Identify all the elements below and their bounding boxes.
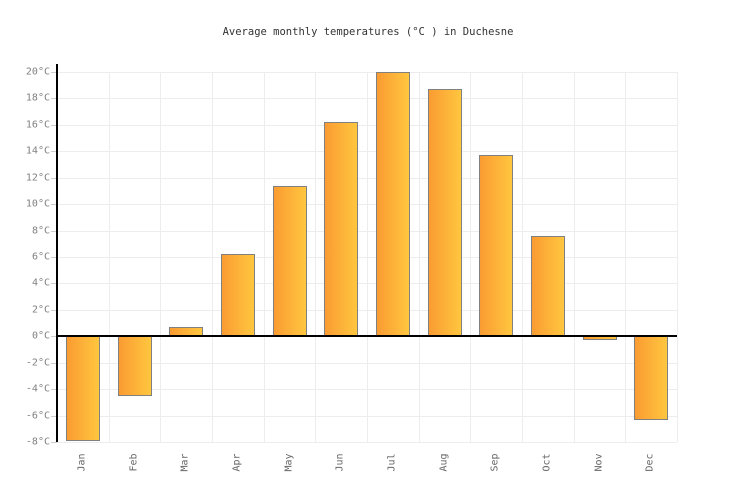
y-tick-label: 16°C: [25, 119, 50, 131]
bar-jan: [65, 336, 100, 441]
gridline-vertical: [212, 72, 213, 442]
y-tick-label: 2°C: [31, 304, 50, 316]
bar-may: [272, 185, 307, 337]
y-tick-label: -6°C: [25, 410, 50, 422]
x-tick-label: Jan: [76, 453, 88, 472]
y-tick-label: 20°C: [25, 66, 50, 78]
y-axis-tick: [51, 177, 57, 179]
y-tick-label: -2°C: [25, 357, 50, 369]
y-axis-tick: [51, 98, 57, 100]
x-tick-label: Apr: [231, 453, 243, 472]
y-axis-tick: [51, 230, 57, 232]
bar-sep: [479, 155, 514, 337]
x-tick-label: Mar: [179, 453, 191, 472]
y-axis-line: [56, 64, 58, 442]
x-tick-label: Sep: [489, 453, 501, 472]
gridline-vertical: [367, 72, 368, 442]
x-tick-label: Jul: [386, 453, 398, 472]
bar-apr: [220, 254, 255, 337]
gridline-vertical: [315, 72, 317, 442]
y-axis-tick: [51, 362, 57, 364]
y-axis-tick: [51, 124, 57, 126]
y-axis-tick: [51, 283, 57, 285]
x-tick-label: Feb: [128, 453, 139, 472]
x-tick-label: Jun: [334, 453, 346, 472]
gridline-vertical: [625, 72, 627, 442]
y-axis-tick: [51, 415, 57, 417]
bar-jun: [324, 122, 359, 337]
x-tick-label: Oct: [541, 453, 553, 472]
gridline-vertical: [160, 72, 162, 442]
y-axis-tick: [51, 389, 57, 391]
y-tick-label: 12°C: [25, 172, 50, 184]
y-axis-tick: [51, 309, 57, 311]
x-tick-label: Nov: [593, 453, 604, 472]
x-tick-label: May: [283, 453, 294, 472]
y-tick-label: -4°C: [25, 383, 50, 395]
gridline-vertical: [573, 72, 575, 442]
y-tick-label: 8°C: [31, 225, 50, 237]
y-tick-label: 4°C: [31, 277, 50, 289]
x-tick-label: Dec: [644, 453, 656, 472]
y-tick-label: 0°C: [31, 330, 50, 342]
gridline-vertical: [418, 72, 420, 442]
y-tick-label: -8°C: [25, 436, 50, 448]
bar-dec: [634, 336, 669, 420]
gridline-vertical: [263, 72, 265, 442]
y-tick-label: 6°C: [31, 251, 50, 263]
chart-title: Average monthly temperatures (°C ) in Du…: [222, 26, 514, 38]
bar-oct: [530, 235, 565, 337]
gridline-vertical: [470, 72, 472, 442]
gridline-vertical: [677, 72, 678, 442]
gridline-horizontal: [57, 442, 677, 443]
y-axis-tick: [51, 151, 57, 153]
zero-baseline: [57, 335, 677, 338]
y-axis-tick: [51, 336, 57, 338]
y-axis-tick: [51, 442, 57, 443]
bar-feb: [117, 336, 152, 396]
y-tick-label: 10°C: [25, 198, 50, 210]
gridline-vertical: [108, 72, 110, 442]
y-tick-label: 18°C: [25, 92, 50, 104]
y-axis-tick: [51, 204, 57, 206]
bar-jul: [375, 72, 410, 337]
gridline-vertical: [522, 72, 523, 442]
bar-aug: [427, 89, 462, 337]
x-tick-label: Aug: [438, 453, 449, 472]
y-axis-tick: [51, 257, 57, 258]
y-axis-tick: [51, 72, 57, 73]
y-tick-label: 14°C: [25, 145, 50, 157]
